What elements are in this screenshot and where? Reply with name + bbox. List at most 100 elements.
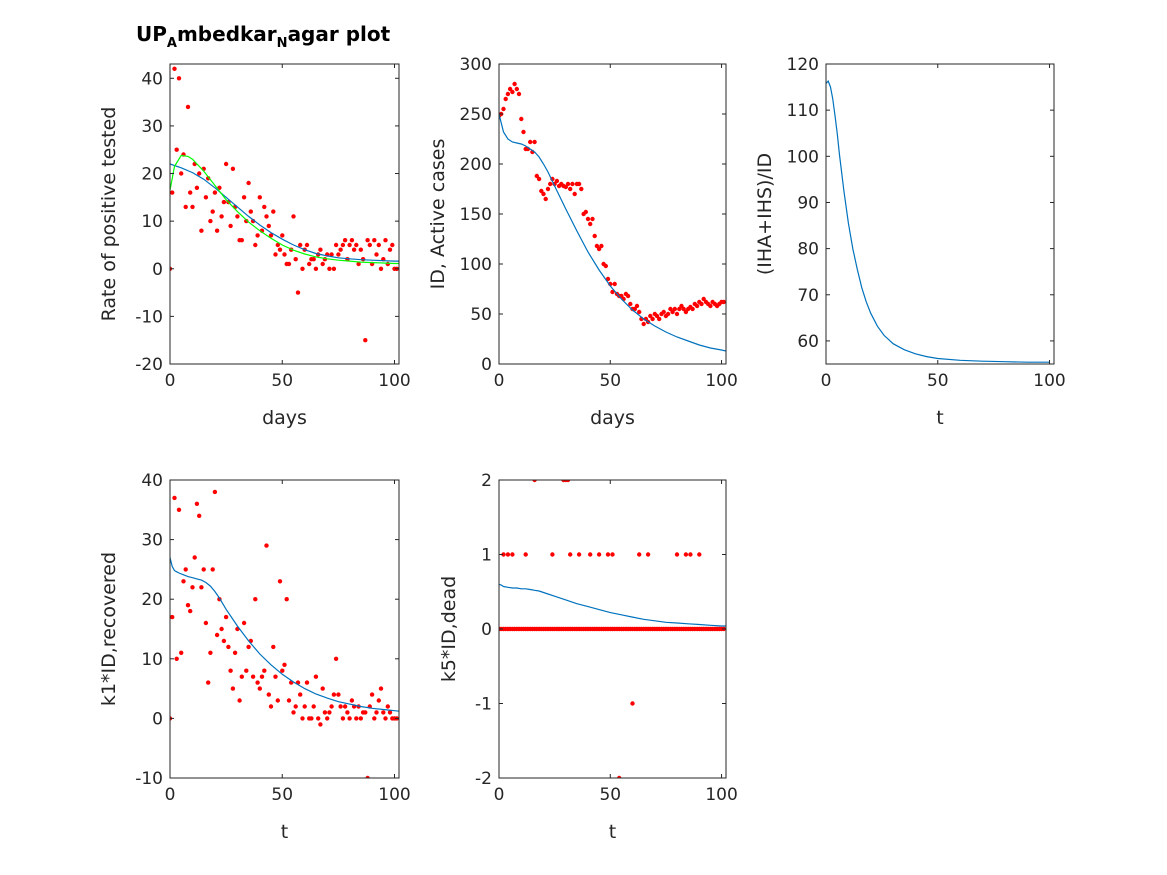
data-point	[282, 662, 287, 667]
data-point	[201, 567, 206, 572]
data-point	[257, 686, 262, 691]
data-point	[345, 710, 350, 715]
data-point	[356, 261, 361, 267]
data-point	[304, 242, 310, 248]
x-axis-label: t	[936, 407, 943, 429]
data-point	[280, 668, 285, 673]
data-point	[241, 195, 247, 200]
data-point	[363, 710, 368, 715]
data-point	[570, 181, 575, 187]
data-point	[318, 722, 323, 727]
x-tick-label: 0	[821, 371, 832, 391]
y-axis-label: ID, Active cases	[427, 139, 449, 290]
data-point	[340, 242, 346, 248]
data-point	[228, 668, 233, 673]
data-point	[223, 161, 229, 167]
x-tick-label: 50	[599, 785, 621, 805]
data-point	[721, 299, 726, 305]
data-point	[311, 704, 316, 709]
data-point	[219, 626, 224, 632]
data-point	[333, 656, 339, 661]
data-point	[347, 716, 352, 721]
data-point	[565, 480, 571, 483]
data-point	[264, 543, 269, 548]
data-point	[228, 223, 233, 229]
model-line	[170, 557, 399, 712]
data-point	[548, 181, 553, 187]
data-point	[232, 650, 238, 655]
data-point	[378, 686, 384, 691]
data-point	[174, 147, 179, 152]
data-point	[383, 238, 388, 243]
axes-box	[169, 63, 400, 365]
data-point	[286, 698, 292, 703]
data-point	[241, 620, 247, 626]
data-point	[596, 246, 602, 252]
data-point	[510, 89, 515, 95]
data-point	[268, 704, 274, 709]
x-tick-label: 50	[271, 785, 293, 805]
data-point	[534, 173, 539, 179]
data-point	[617, 775, 622, 778]
data-point	[268, 233, 274, 238]
plot-area	[499, 81, 726, 352]
y-tick-label: 20	[141, 165, 163, 185]
data-point	[625, 293, 631, 299]
data-point	[694, 303, 700, 309]
data-point	[199, 228, 204, 233]
y-tick-label: 30	[141, 117, 163, 137]
subplot-p3: 0 50 100 60 70 80 90 100 110 120 t (IHA+IHS)/ID	[754, 55, 1066, 429]
model-line	[826, 80, 1050, 363]
data-point	[318, 247, 323, 252]
data-point	[354, 242, 359, 248]
data-point	[390, 242, 395, 248]
y-tick-label: -10	[135, 307, 163, 327]
x-tick-label: 0	[494, 371, 505, 391]
data-point	[365, 238, 370, 243]
data-point	[176, 76, 182, 81]
data-point	[336, 692, 341, 697]
y-tick-label: -10	[135, 769, 163, 789]
data-point	[280, 233, 285, 238]
data-point	[286, 261, 292, 267]
data-point	[262, 204, 267, 210]
data-point	[634, 303, 640, 309]
data-point	[329, 704, 334, 709]
data-point	[210, 567, 215, 572]
data-point	[298, 692, 303, 697]
data-point	[273, 674, 278, 679]
data-point	[291, 710, 296, 715]
data-point	[277, 579, 283, 584]
y-tick-label: 150	[460, 205, 492, 225]
data-point	[516, 91, 522, 97]
data-point	[648, 313, 653, 319]
data-point	[203, 620, 209, 626]
data-point	[697, 552, 702, 557]
y-tick-label: -20	[135, 355, 163, 375]
data-point	[331, 692, 337, 697]
y-tick-label: 80	[797, 240, 819, 260]
data-point	[554, 178, 560, 184]
y-tick-label: 250	[460, 105, 492, 125]
data-point	[514, 86, 519, 92]
data-point	[385, 704, 390, 709]
data-point	[688, 552, 693, 557]
data-point	[588, 552, 593, 557]
data-point	[512, 81, 517, 87]
x-axis-label: days	[262, 407, 307, 429]
data-point	[387, 247, 393, 252]
y-tick-label: 120	[787, 55, 819, 75]
data-point	[271, 209, 276, 214]
data-point	[253, 597, 258, 602]
data-point	[336, 252, 341, 257]
data-point	[320, 686, 325, 691]
axes-box	[169, 479, 400, 779]
data-point	[266, 223, 271, 229]
y-tick-label: 40	[141, 471, 163, 491]
data-point	[194, 501, 200, 506]
data-point	[568, 552, 573, 557]
data-point	[576, 181, 582, 187]
data-point	[532, 139, 537, 145]
